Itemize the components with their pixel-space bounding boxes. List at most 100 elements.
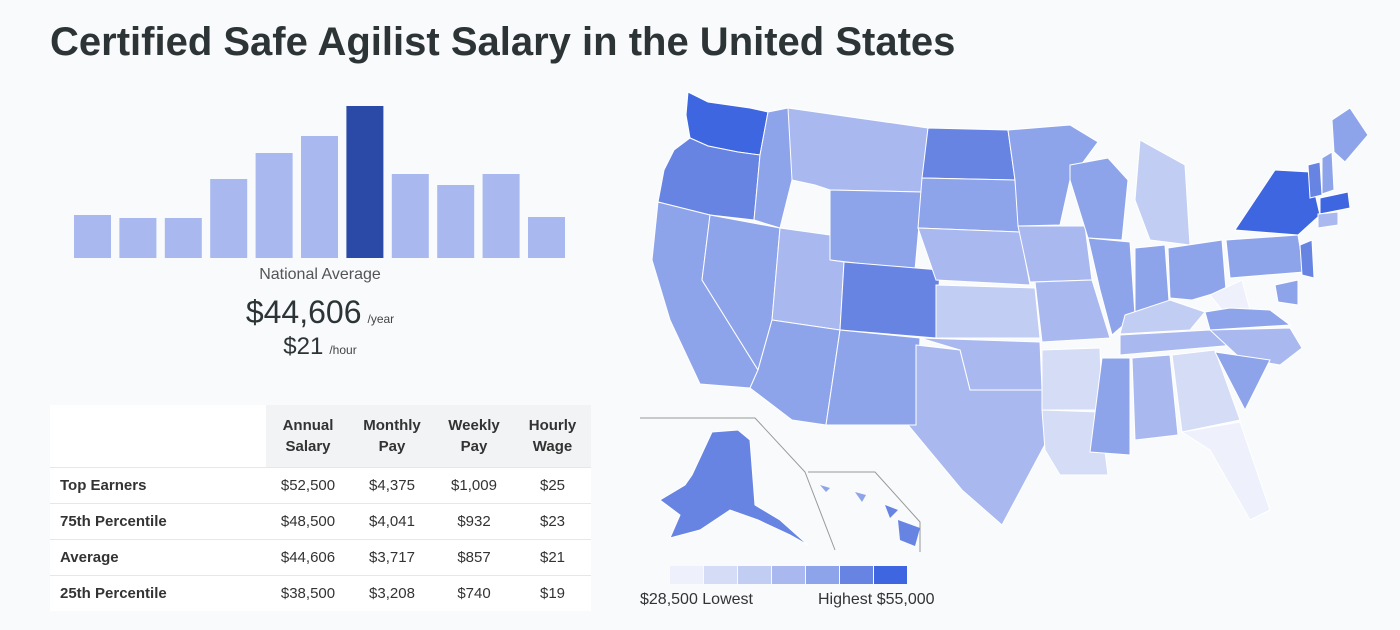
map-state[interactable] (935, 284, 1041, 339)
map-state[interactable] (1119, 299, 1206, 335)
map-state[interactable] (829, 189, 923, 271)
table-cell: $23 (514, 503, 591, 540)
map-state[interactable] (1274, 279, 1299, 306)
map-state[interactable] (1034, 279, 1111, 343)
legend-swatch (772, 566, 805, 584)
legend-swatch (874, 566, 907, 584)
histogram-bar (255, 153, 293, 258)
legend-low-label: $28,500 Lowest (640, 591, 753, 608)
map-state[interactable] (1319, 191, 1351, 215)
row-label: Top Earners (50, 467, 266, 504)
map-state[interactable] (1307, 161, 1323, 199)
histogram-bar (346, 106, 384, 258)
histogram-bar (164, 218, 202, 258)
map-state[interactable] (917, 177, 1021, 233)
header-monthly-pay: Monthly Pay (350, 405, 434, 468)
inset-border (808, 471, 921, 552)
map-state[interactable] (825, 329, 921, 426)
map-state[interactable] (659, 429, 809, 546)
table-row: Top Earners $52,500 $4,375 $1,009 $25 (50, 467, 591, 504)
map-state[interactable] (1167, 239, 1227, 301)
table-cell: $932 (434, 503, 514, 540)
us-salary-map (640, 91, 1369, 552)
map-state[interactable] (1204, 307, 1292, 331)
map-state[interactable] (1041, 347, 1103, 411)
row-label: 25th Percentile (50, 575, 266, 611)
map-state[interactable] (657, 137, 761, 221)
table-cell: $25 (514, 467, 591, 504)
map-state[interactable] (921, 127, 1016, 181)
legend-swatch (670, 566, 703, 584)
map-state[interactable] (917, 227, 1031, 286)
annual-average: $44,606/year (50, 294, 590, 331)
salary-table: Annual Salary Monthly Pay Weekly Pay Hourly… (50, 405, 591, 611)
header-blank (50, 405, 266, 468)
table-cell: $19 (514, 575, 591, 611)
header-hourly-wage: Hourly Wage (514, 405, 591, 468)
table-cell: $857 (434, 539, 514, 576)
map-state[interactable] (1317, 211, 1339, 229)
histogram-bar (210, 179, 248, 258)
page-title: Certified Safe Agilist Salary in the Uni… (50, 20, 956, 64)
hourly-unit: /hour (329, 343, 357, 357)
histogram-bar (119, 218, 157, 258)
map-state[interactable] (885, 505, 898, 518)
annual-value: $44,606 (245, 294, 362, 330)
histogram-bar (391, 174, 429, 258)
map-state[interactable] (1234, 169, 1321, 236)
table-row: 25th Percentile $38,500 $3,208 $740 $19 (50, 575, 591, 611)
salary-histogram (74, 106, 565, 258)
header-weekly-pay: Weekly Pay (434, 405, 514, 468)
table-cell: $3,717 (350, 539, 434, 576)
map-state[interactable] (855, 492, 866, 502)
table-cell: $3,208 (350, 575, 434, 611)
map-state[interactable] (1208, 327, 1303, 366)
annual-unit: /year (367, 312, 395, 326)
table-row: 75th Percentile $48,500 $4,041 $932 $23 (50, 503, 591, 540)
map-state[interactable] (1041, 409, 1109, 476)
map-state[interactable] (1180, 421, 1271, 521)
histogram-bar (528, 217, 565, 258)
legend-swatches (670, 566, 908, 584)
legend-swatch (704, 566, 737, 584)
map-state[interactable] (1331, 107, 1369, 163)
map-state[interactable] (1069, 157, 1129, 241)
inset-border (640, 417, 836, 551)
table-header-row: Annual Salary Monthly Pay Weekly Pay Hourly… (50, 405, 591, 468)
legend-high-label: Highest $55,000 (818, 591, 935, 608)
legend-swatch (738, 566, 771, 584)
national-average-label: National Average (259, 266, 381, 283)
map-state[interactable] (1017, 225, 1093, 283)
map-state[interactable] (906, 344, 1051, 526)
map-state[interactable] (839, 261, 941, 339)
table-cell: $4,041 (350, 503, 434, 540)
legend-swatch (806, 566, 839, 584)
legend-swatch (840, 566, 873, 584)
map-state[interactable] (1225, 234, 1305, 279)
histogram-bar (301, 136, 338, 258)
table-cell: $740 (434, 575, 514, 611)
map-state[interactable] (1089, 357, 1131, 456)
map-state[interactable] (820, 485, 830, 492)
map-state[interactable] (1299, 239, 1315, 279)
map-state[interactable] (1007, 124, 1099, 227)
table-cell: $21 (514, 539, 591, 576)
histogram-bar (482, 174, 520, 258)
table-cell: $52,500 (266, 467, 350, 504)
histogram-bar (437, 185, 475, 258)
map-legend: $28,500 Lowest Highest $55,000 (640, 566, 940, 626)
table-cell: $4,375 (350, 467, 434, 504)
map-state[interactable] (1131, 354, 1179, 441)
map-state[interactable] (1171, 349, 1241, 433)
table-cell: $38,500 (266, 575, 350, 611)
map-state[interactable] (1134, 139, 1191, 246)
map-state[interactable] (787, 107, 929, 193)
map-state[interactable] (1321, 151, 1335, 195)
map-state[interactable] (1214, 351, 1271, 412)
header-annual-salary: Annual Salary (266, 405, 350, 468)
table-row: Average $44,606 $3,717 $857 $21 (50, 539, 591, 576)
table-cell: $44,606 (266, 539, 350, 576)
hourly-value: $21 (283, 333, 324, 360)
map-state[interactable] (898, 520, 920, 546)
histogram-bar (74, 215, 111, 258)
